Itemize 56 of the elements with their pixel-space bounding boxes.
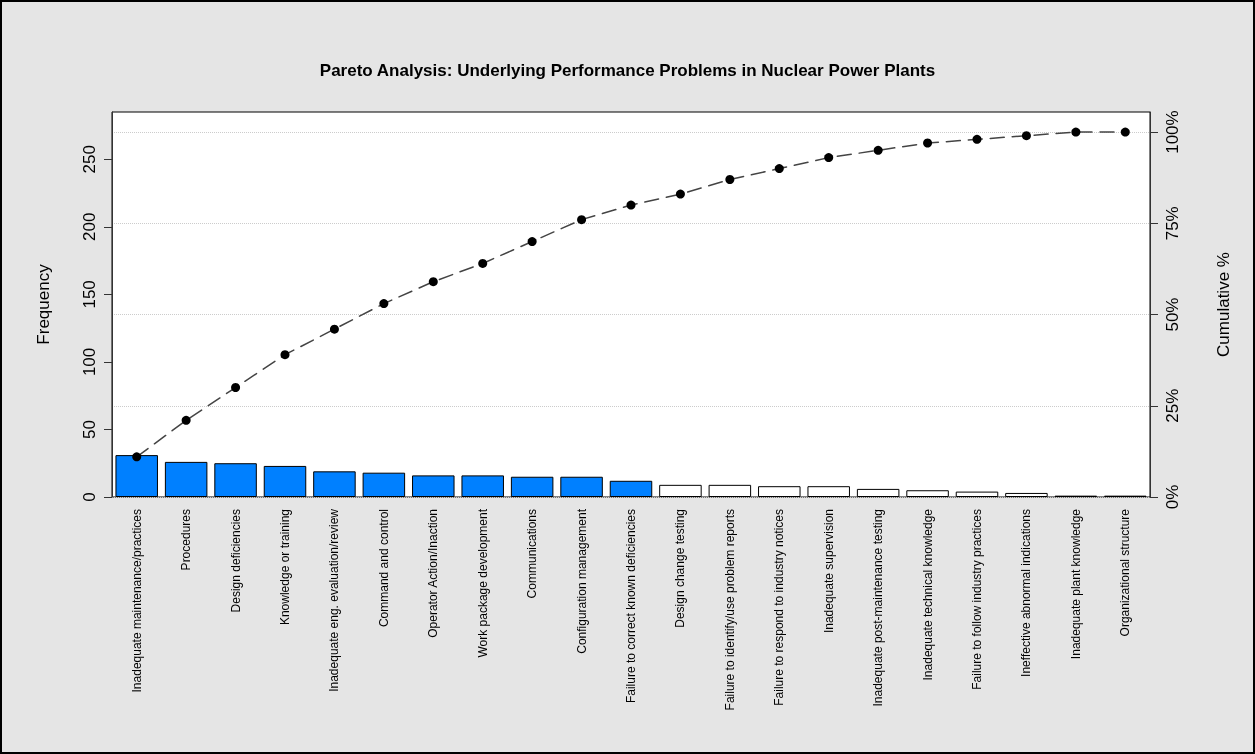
x-tick-label: Knowledge or training <box>278 509 292 626</box>
x-tick-label: Inadequate maintenance/practices <box>129 509 144 693</box>
x-tick-label: Design deficiencies <box>228 509 243 613</box>
x-tick-label: Inadequate technical knowledge <box>920 508 935 681</box>
y2-tick-label: 75% <box>1163 206 1182 241</box>
x-tick-label: Failure to identify/use problem reports <box>722 509 737 711</box>
y-tick-label: 250 <box>80 145 99 174</box>
point <box>972 134 982 144</box>
y-tick-label: 100 <box>80 347 99 377</box>
x-tick-label: Configuration management <box>574 508 589 654</box>
y-tick-label: 0 <box>80 492 99 502</box>
y-axis-title: Frequency <box>34 263 53 345</box>
y-tick-label: 150 <box>80 280 99 309</box>
y2-tick-label: 25% <box>1163 388 1182 423</box>
x-tick-label: Procedures <box>179 509 194 571</box>
point <box>181 415 191 425</box>
y-tick-label: 50 <box>80 420 99 439</box>
point <box>132 452 142 462</box>
x-tick-label: Inadequate supervision <box>821 509 836 634</box>
point <box>626 200 636 210</box>
y2-tick-label: 0% <box>1163 484 1182 510</box>
y2-axis-title: Cumulative % <box>1214 252 1233 357</box>
x-tick-label: Failure to respond to industry notices <box>772 509 787 706</box>
x-tick-label: Command and control <box>376 509 391 628</box>
x-tick-label: Failure to follow industry practices <box>970 509 984 690</box>
point <box>527 237 537 247</box>
point <box>675 189 685 199</box>
point <box>280 350 290 360</box>
x-tick-label: Communications <box>525 509 540 599</box>
y-tick-label: 200 <box>80 212 99 242</box>
x-tick-label: Work package development <box>475 508 490 658</box>
point <box>379 299 389 309</box>
x-tick-label: Operator Action/Inaction <box>426 509 441 638</box>
y2-tick-label: 50% <box>1163 297 1182 332</box>
point <box>1120 127 1130 137</box>
point <box>1021 131 1031 141</box>
point <box>231 383 241 393</box>
point <box>329 324 339 334</box>
point <box>428 277 438 287</box>
point <box>824 153 834 163</box>
x-tick-label: Failure to correct known deficiencies <box>624 509 638 704</box>
point <box>1071 127 1081 137</box>
x-tick-label: Design change testing <box>673 509 688 628</box>
x-tick-label: Ineffective abnormal indications <box>1019 509 1034 677</box>
point <box>774 164 784 174</box>
y2-tick-label: 100% <box>1163 110 1182 154</box>
point <box>923 138 933 148</box>
point <box>725 175 735 185</box>
x-tick-label: Organizational structure <box>1118 508 1133 637</box>
point <box>478 258 488 268</box>
x-tick-label: Inadequate post-maintenance testing <box>871 509 886 707</box>
x-tick-label: Inadequate plant knowledge <box>1068 508 1083 660</box>
point <box>577 215 587 225</box>
chart-title: Pareto Analysis: Underlying Performance Problems in Nuclear Power Plants <box>319 61 936 80</box>
point <box>873 145 883 155</box>
x-tick-label: Inadequate eng. evaluation/review <box>327 508 342 692</box>
